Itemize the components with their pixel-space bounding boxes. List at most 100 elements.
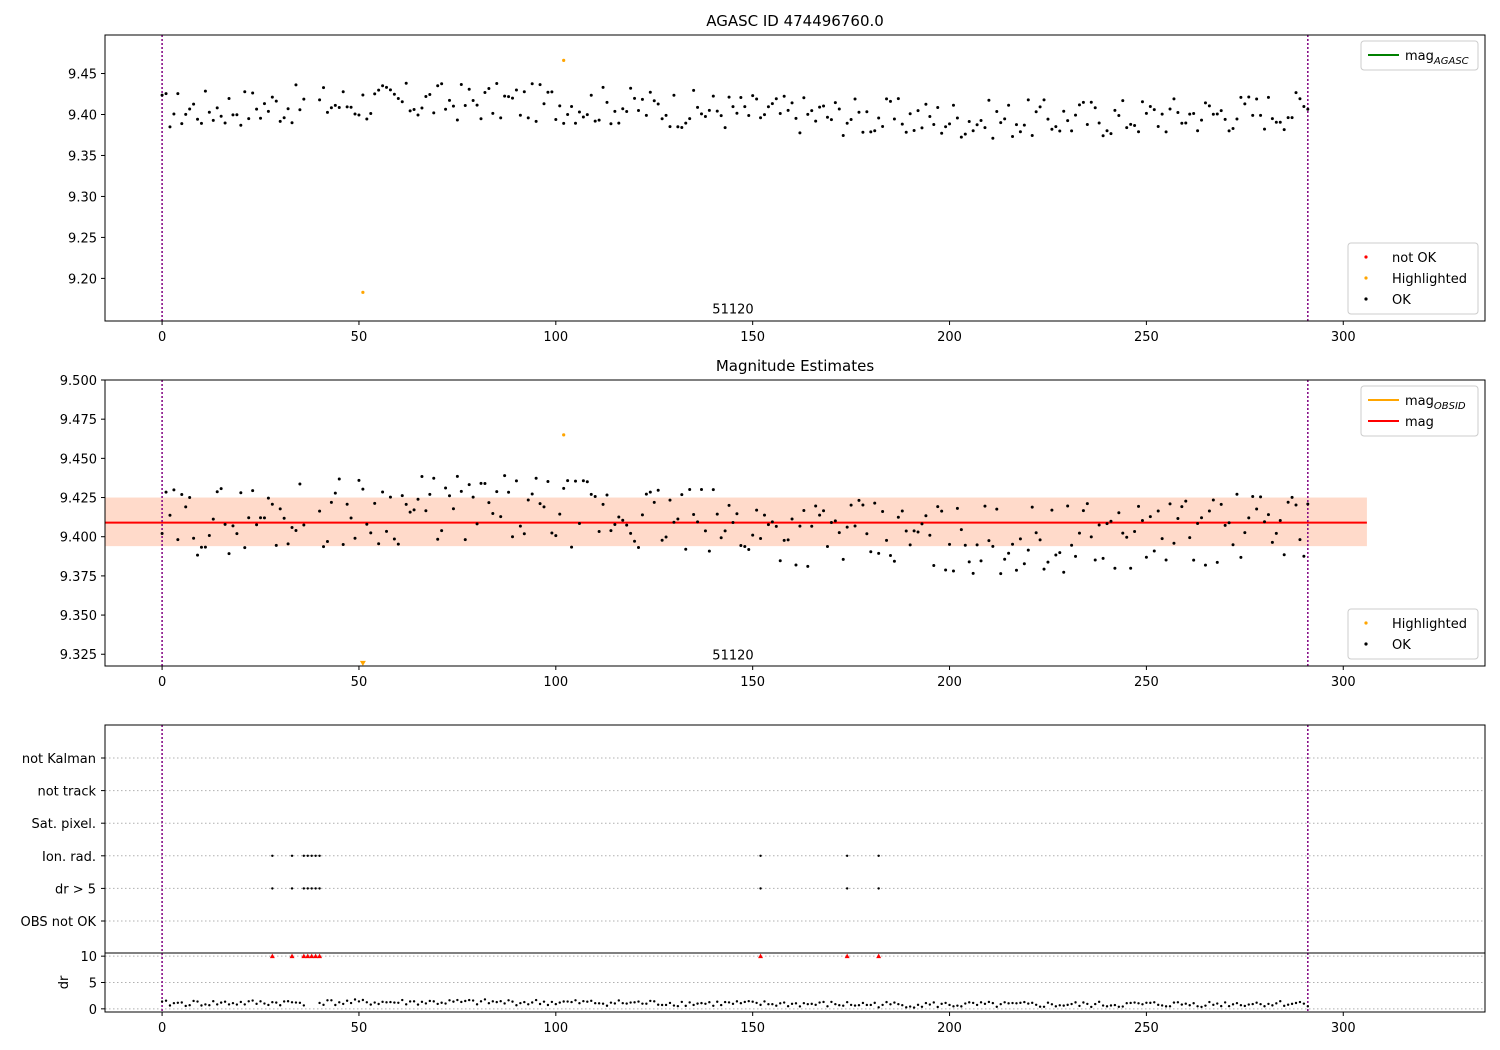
- ok-point: [1164, 130, 1168, 134]
- ok-point: [644, 492, 648, 496]
- dr-point: [1255, 1001, 1258, 1004]
- dr-point: [712, 1004, 715, 1008]
- ok-point: [786, 108, 790, 112]
- ok-point: [369, 531, 373, 535]
- ok-point: [818, 105, 822, 109]
- ok-point: [1074, 554, 1078, 558]
- ok-point: [231, 113, 235, 117]
- ok-point: [341, 543, 345, 547]
- ok-point: [790, 101, 794, 105]
- ok-point: [1266, 95, 1270, 99]
- dr-point: [704, 1002, 707, 1005]
- ok-point: [908, 112, 912, 116]
- ok-point: [1003, 117, 1007, 121]
- dr-point: [381, 1000, 384, 1004]
- ok-point: [471, 495, 475, 499]
- ok-point: [833, 101, 837, 105]
- dr-point: [475, 1003, 479, 1006]
- ok-point: [1042, 567, 1046, 571]
- dr-clipped-marker: [301, 953, 307, 959]
- ok-point: [503, 474, 507, 478]
- ok-point: [829, 521, 833, 525]
- ok-point: [392, 92, 396, 96]
- ok-point: [766, 105, 770, 109]
- ok-point: [888, 99, 892, 103]
- dr-point: [771, 1002, 774, 1006]
- ok-point: [459, 83, 463, 87]
- ok-point: [609, 122, 613, 126]
- ok-point: [1081, 509, 1085, 513]
- legend-box: [1360, 40, 1479, 71]
- flag-point: [310, 887, 313, 890]
- ok-point: [1176, 517, 1180, 521]
- legend-label: magAGASC: [1405, 49, 1469, 67]
- dr-point: [609, 1001, 613, 1004]
- ok-point: [822, 509, 826, 513]
- ok-point: [479, 481, 483, 485]
- ok-point: [451, 104, 455, 108]
- ok-point: [652, 500, 656, 504]
- dr-point: [987, 1000, 991, 1004]
- dr-point: [834, 1002, 837, 1006]
- dr-clipped-marker: [317, 953, 323, 959]
- ok-point: [995, 109, 999, 113]
- ok-point: [487, 86, 491, 90]
- ok-point: [652, 99, 656, 103]
- ok-point: [636, 546, 640, 550]
- ok-point: [770, 520, 774, 524]
- ok-point: [865, 110, 869, 114]
- dr-point: [530, 1001, 534, 1004]
- ok-point: [184, 505, 188, 509]
- dr-point: [1078, 1004, 1081, 1008]
- ok-point: [857, 110, 861, 114]
- legend-label-main: OK: [1392, 638, 1411, 653]
- dr-point: [964, 1002, 967, 1005]
- ok-point: [388, 495, 392, 499]
- dr-point: [279, 1004, 282, 1007]
- ok-point: [664, 113, 668, 117]
- dr-point: [519, 1001, 522, 1005]
- dr-point: [1298, 1000, 1302, 1004]
- ok-point: [648, 90, 652, 94]
- dr-clipped-marker: [758, 953, 764, 959]
- ok-point: [944, 568, 948, 572]
- dr-point: [1097, 1000, 1101, 1004]
- ok-point: [1219, 502, 1223, 506]
- dr-point: [779, 1002, 782, 1005]
- ok-point: [948, 542, 952, 546]
- ok-point: [270, 502, 274, 506]
- dr-point: [1019, 1001, 1022, 1005]
- ok-point: [1207, 104, 1211, 108]
- ok-point: [1274, 120, 1278, 124]
- ok-point: [566, 113, 570, 117]
- dr-point: [916, 1003, 920, 1007]
- dr-point: [1164, 1005, 1168, 1008]
- flag-point: [302, 887, 306, 890]
- ok-point: [1125, 535, 1129, 539]
- dr-point: [338, 1001, 341, 1004]
- ok-point: [999, 572, 1003, 576]
- ok-point: [802, 96, 806, 100]
- ok-point: [1093, 106, 1097, 110]
- dr-point: [1306, 1005, 1310, 1008]
- ok-point: [1278, 120, 1282, 124]
- dr-point: [857, 1003, 861, 1007]
- ok-point: [719, 114, 723, 118]
- ok-point: [196, 117, 200, 121]
- ok-point: [1255, 507, 1259, 511]
- dr-clipped-marker: [844, 953, 850, 959]
- dr-point: [322, 1003, 325, 1007]
- ok-point: [455, 474, 459, 478]
- dr-point: [397, 1001, 400, 1005]
- ok-point: [1054, 125, 1058, 129]
- ok-point: [731, 521, 735, 525]
- ok-point: [971, 129, 975, 133]
- dr-point: [999, 1002, 1002, 1006]
- ok-point: [1180, 505, 1184, 509]
- flag-category-label: not track: [37, 785, 96, 800]
- ok-point: [900, 122, 904, 126]
- ok-point: [184, 112, 188, 116]
- ok-point: [333, 103, 337, 107]
- dr-point: [1208, 1000, 1211, 1004]
- x-tick-label: 150: [740, 1021, 765, 1036]
